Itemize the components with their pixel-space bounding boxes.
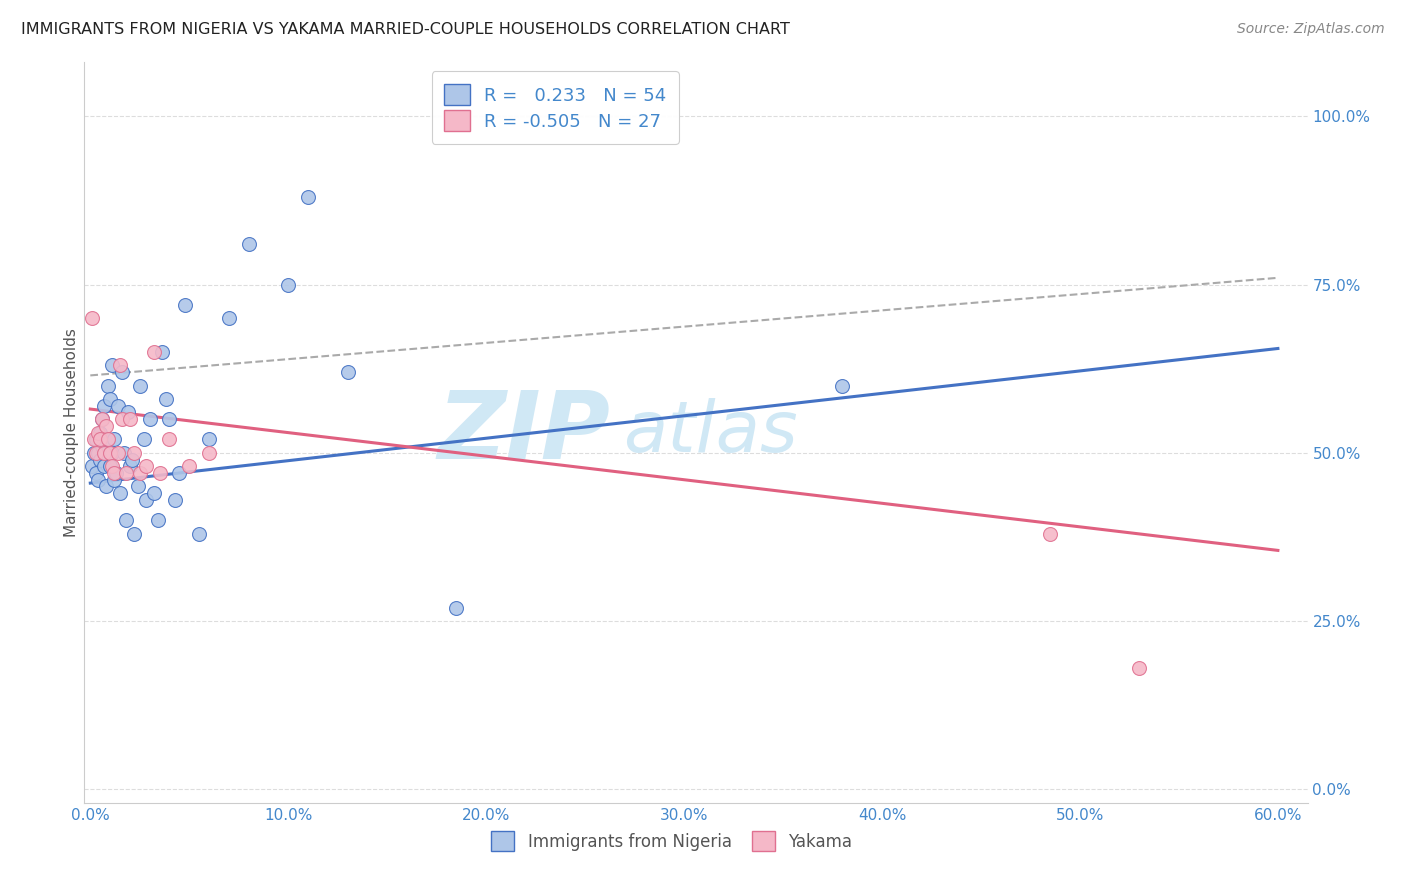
Point: [94, 479, 117, 493]
Point: [446, 600, 468, 615]
Point: [277, 277, 299, 292]
Point: [1128, 661, 1150, 675]
Point: [142, 486, 165, 500]
Point: [831, 378, 853, 392]
Point: [238, 237, 260, 252]
Point: [82, 459, 104, 474]
Text: IMMIGRANTS FROM NIGERIA VS YAKAMA MARRIED-COUPLE HOUSEHOLDS CORRELATION CHART: IMMIGRANTS FROM NIGERIA VS YAKAMA MARRIE…: [21, 22, 790, 37]
Point: [83, 446, 105, 460]
Point: [115, 513, 138, 527]
Point: [108, 359, 131, 373]
Point: [93, 446, 115, 460]
Point: [188, 526, 211, 541]
Point: [198, 433, 221, 447]
Point: [128, 378, 150, 392]
Point: [297, 190, 319, 204]
Point: [150, 344, 173, 359]
Point: [111, 365, 134, 379]
Point: [94, 446, 117, 460]
Point: [142, 344, 165, 359]
Point: [101, 446, 124, 460]
Point: [97, 378, 120, 392]
Point: [103, 433, 125, 447]
Point: [91, 439, 114, 453]
Point: [138, 412, 160, 426]
Point: [198, 446, 221, 460]
Point: [118, 459, 141, 474]
Point: [115, 466, 138, 480]
Point: [103, 473, 125, 487]
Point: [179, 459, 201, 474]
Point: [174, 298, 197, 312]
Point: [128, 466, 150, 480]
Point: [159, 433, 181, 447]
Point: [101, 359, 124, 373]
Point: [121, 452, 143, 467]
Point: [87, 473, 110, 487]
Point: [107, 399, 129, 413]
Point: [118, 412, 141, 426]
Point: [101, 459, 124, 474]
Point: [218, 311, 240, 326]
Point: [165, 492, 187, 507]
Point: [107, 446, 129, 460]
Text: Source: ZipAtlas.com: Source: ZipAtlas.com: [1237, 22, 1385, 37]
Point: [122, 446, 145, 460]
Text: ZIP: ZIP: [437, 386, 610, 479]
Legend: Immigrants from Nigeria, Yakama: Immigrants from Nigeria, Yakama: [484, 825, 859, 857]
Point: [122, 526, 145, 541]
Point: [135, 459, 157, 474]
Point: [127, 479, 149, 493]
Point: [108, 486, 131, 500]
Point: [89, 425, 111, 440]
Y-axis label: Married-couple Households: Married-couple Households: [63, 328, 79, 537]
Point: [117, 405, 139, 419]
Point: [93, 459, 115, 474]
Point: [83, 433, 105, 447]
Point: [105, 466, 128, 480]
Point: [91, 412, 114, 426]
Point: [93, 399, 115, 413]
Point: [98, 459, 121, 474]
Point: [91, 412, 114, 426]
Point: [87, 446, 110, 460]
Point: [146, 513, 169, 527]
Point: [132, 433, 155, 447]
Point: [135, 492, 157, 507]
Point: [103, 466, 125, 480]
Point: [1039, 526, 1062, 541]
Point: [97, 433, 120, 447]
Point: [112, 446, 135, 460]
Point: [148, 466, 170, 480]
Point: [159, 412, 181, 426]
Point: [98, 446, 121, 460]
Point: [84, 466, 107, 480]
Point: [336, 365, 359, 379]
Point: [97, 433, 120, 447]
Point: [98, 392, 121, 406]
Text: atlas: atlas: [623, 398, 797, 467]
Point: [84, 433, 107, 447]
Point: [155, 392, 177, 406]
Point: [89, 452, 111, 467]
Point: [94, 418, 117, 433]
Point: [87, 425, 110, 440]
Point: [169, 466, 191, 480]
Point: [82, 311, 104, 326]
Point: [89, 433, 111, 447]
Point: [84, 446, 107, 460]
Point: [111, 412, 134, 426]
